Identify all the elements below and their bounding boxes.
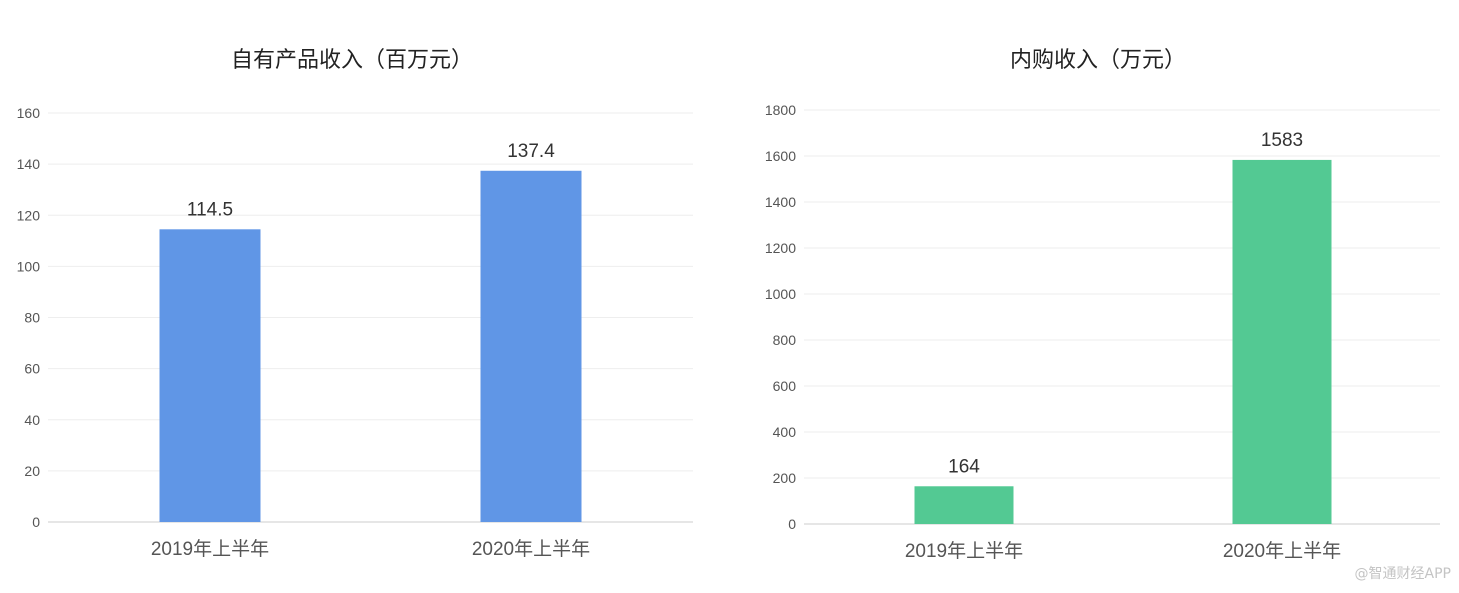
y-tick-label: 400 [773, 424, 797, 440]
iap-revenue-chart: 内购收入（万元） 0 200 400 600 800 1000 1200 1400 1600 180… [765, 47, 1440, 562]
x-category-label: 2019年上半年 [905, 540, 1023, 562]
y-tick-label: 0 [788, 516, 796, 532]
bar [480, 170, 582, 523]
y-tick-label: 800 [773, 332, 797, 348]
y-tick-label: 1600 [765, 148, 796, 164]
y-tick-label: 200 [773, 470, 797, 486]
bar [159, 229, 261, 522]
y-tick-label: 160 [17, 105, 41, 121]
y-tick-label: 80 [24, 310, 40, 326]
y-tick-label: 140 [17, 156, 41, 172]
bar-value-label: 114.5 [187, 199, 233, 220]
bar-value-label: 137.4 [507, 141, 555, 162]
chart-title: 内购收入（万元） [1010, 47, 1186, 72]
bar-value-label: 164 [948, 456, 980, 477]
y-tick-label: 0 [32, 514, 40, 530]
y-tick-label: 40 [24, 412, 40, 428]
x-category-label: 2020年上半年 [1223, 540, 1341, 562]
bar [1232, 159, 1332, 524]
y-tick-label: 1400 [765, 194, 796, 210]
x-category-label: 2019年上半年 [151, 538, 269, 560]
bar [914, 486, 1014, 524]
y-tick-label: 100 [17, 258, 41, 274]
chart-title: 自有产品收入（百万元） [231, 47, 473, 72]
x-category-label: 2020年上半年 [472, 538, 590, 560]
y-tick-label: 60 [24, 361, 40, 377]
y-tick-label: 600 [773, 378, 797, 394]
y-tick-label: 1800 [765, 102, 796, 118]
y-tick-label: 1200 [765, 240, 796, 256]
product-revenue-chart: 自有产品收入（百万元） 0 20 40 60 80 100 120 140 160 114.5 201… [17, 47, 693, 560]
bar-value-label: 1583 [1261, 130, 1303, 151]
y-tick-label: 120 [17, 207, 41, 223]
y-tick-label: 20 [24, 463, 40, 479]
y-tick-label: 1000 [765, 286, 796, 302]
watermark-text: @智通财经APP [1354, 566, 1451, 582]
